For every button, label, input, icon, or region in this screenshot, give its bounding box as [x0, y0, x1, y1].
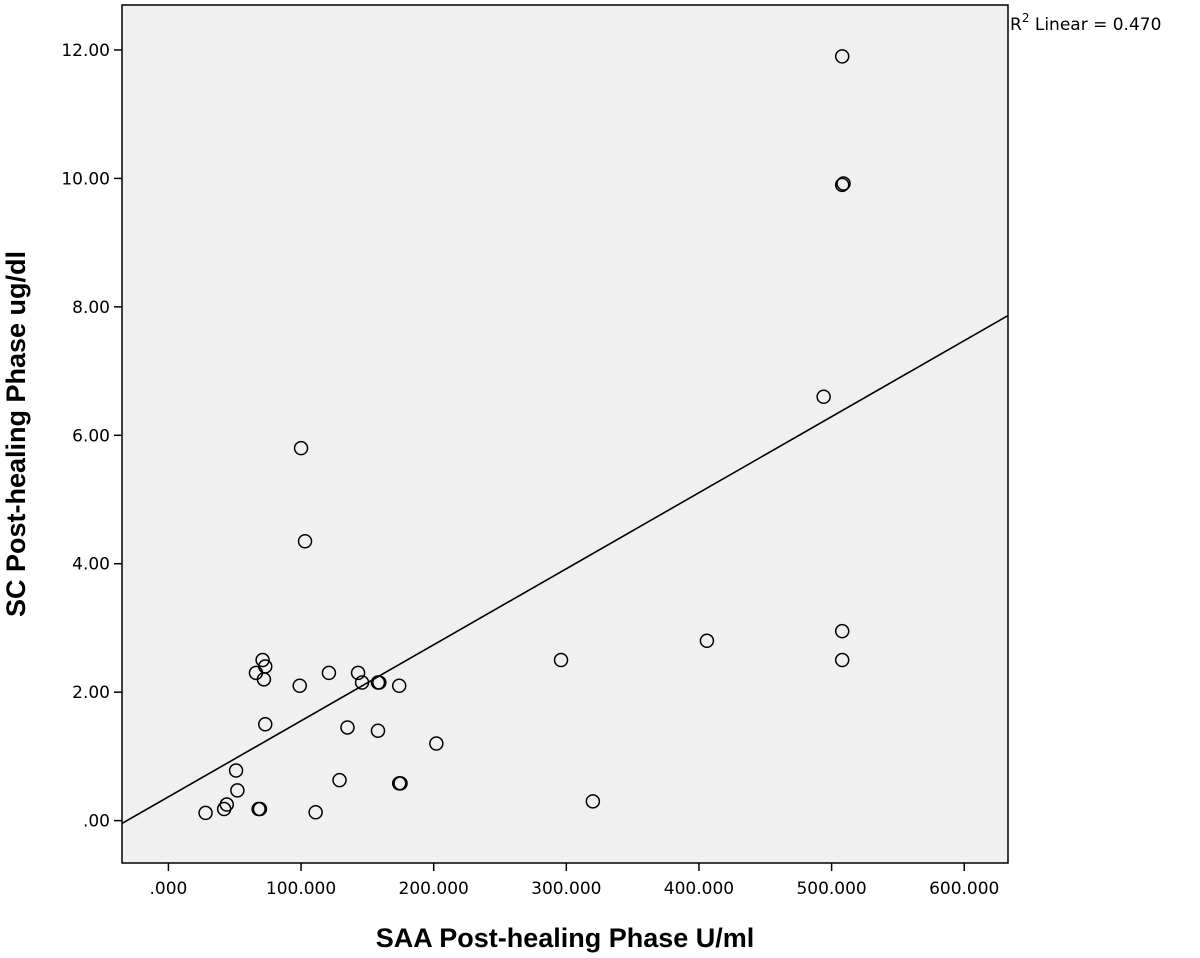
- y-tick-label: 2.00: [72, 683, 110, 703]
- plot-area: [121, 4, 1009, 864]
- data-point: [553, 652, 569, 668]
- data-point: [393, 776, 408, 791]
- x-tick-label: 300.000: [531, 879, 601, 899]
- r2-label: R2 Linear = 0.470: [1010, 11, 1161, 35]
- regression-line: [121, 314, 1009, 825]
- data-point: [198, 805, 213, 821]
- data-point: [255, 652, 270, 668]
- y-tick-label: 8.00: [72, 298, 110, 318]
- data-point: [699, 633, 715, 649]
- r2-value: Linear = 0.470: [1029, 15, 1161, 35]
- data-point: [350, 665, 366, 681]
- data-point: [297, 534, 313, 549]
- data-point: [834, 177, 850, 193]
- data-point: [391, 678, 407, 693]
- x-tick-label: 100.000: [266, 879, 336, 899]
- y-tick-label: .00: [83, 812, 110, 832]
- data-point: [228, 763, 244, 778]
- data-point: [370, 723, 386, 738]
- data-point: [332, 772, 347, 788]
- data-point: [585, 794, 601, 809]
- data-points: [198, 49, 851, 821]
- x-tick-label: .000: [149, 879, 187, 899]
- x-tick-label: 500.000: [796, 879, 866, 899]
- x-tick-label: 400.000: [664, 879, 734, 899]
- data-point: [257, 717, 273, 732]
- y-tick-label: 6.00: [72, 426, 110, 446]
- x-tick-label: 600.000: [929, 879, 999, 899]
- data-point: [252, 801, 268, 817]
- r2-superscript: 2: [1022, 11, 1030, 25]
- data-point: [354, 675, 370, 690]
- data-point: [321, 665, 337, 681]
- data-point: [257, 659, 273, 674]
- y-tick-label: 10.00: [61, 169, 110, 189]
- data-point: [429, 736, 444, 751]
- y-tick-label: 12.00: [61, 41, 110, 61]
- data-point: [834, 623, 850, 639]
- data-point: [292, 678, 307, 693]
- x-tick-label: 200.000: [399, 879, 469, 899]
- data-point: [816, 389, 831, 405]
- y-axis-ticks: .00 2.00 4.00 6.00 8.00 10.00 12.00: [61, 41, 122, 832]
- data-point: [340, 720, 355, 735]
- data-point: [834, 652, 850, 668]
- data-point: [372, 675, 387, 690]
- data-point: [219, 797, 235, 812]
- data-point: [230, 783, 245, 798]
- y-tick-label: 4.00: [72, 555, 110, 575]
- data-point: [293, 440, 309, 456]
- data-point: [834, 49, 850, 64]
- data-point: [308, 805, 323, 820]
- data-point: [836, 176, 851, 191]
- y-axis-title: SC Post-healing Phase ug/dl: [1, 251, 31, 617]
- x-axis-ticks: .000 100.000 200.000 300.000 400.000 500.000 6…: [149, 863, 999, 899]
- x-axis-title: SAA Post-healing Phase U/ml: [376, 923, 755, 953]
